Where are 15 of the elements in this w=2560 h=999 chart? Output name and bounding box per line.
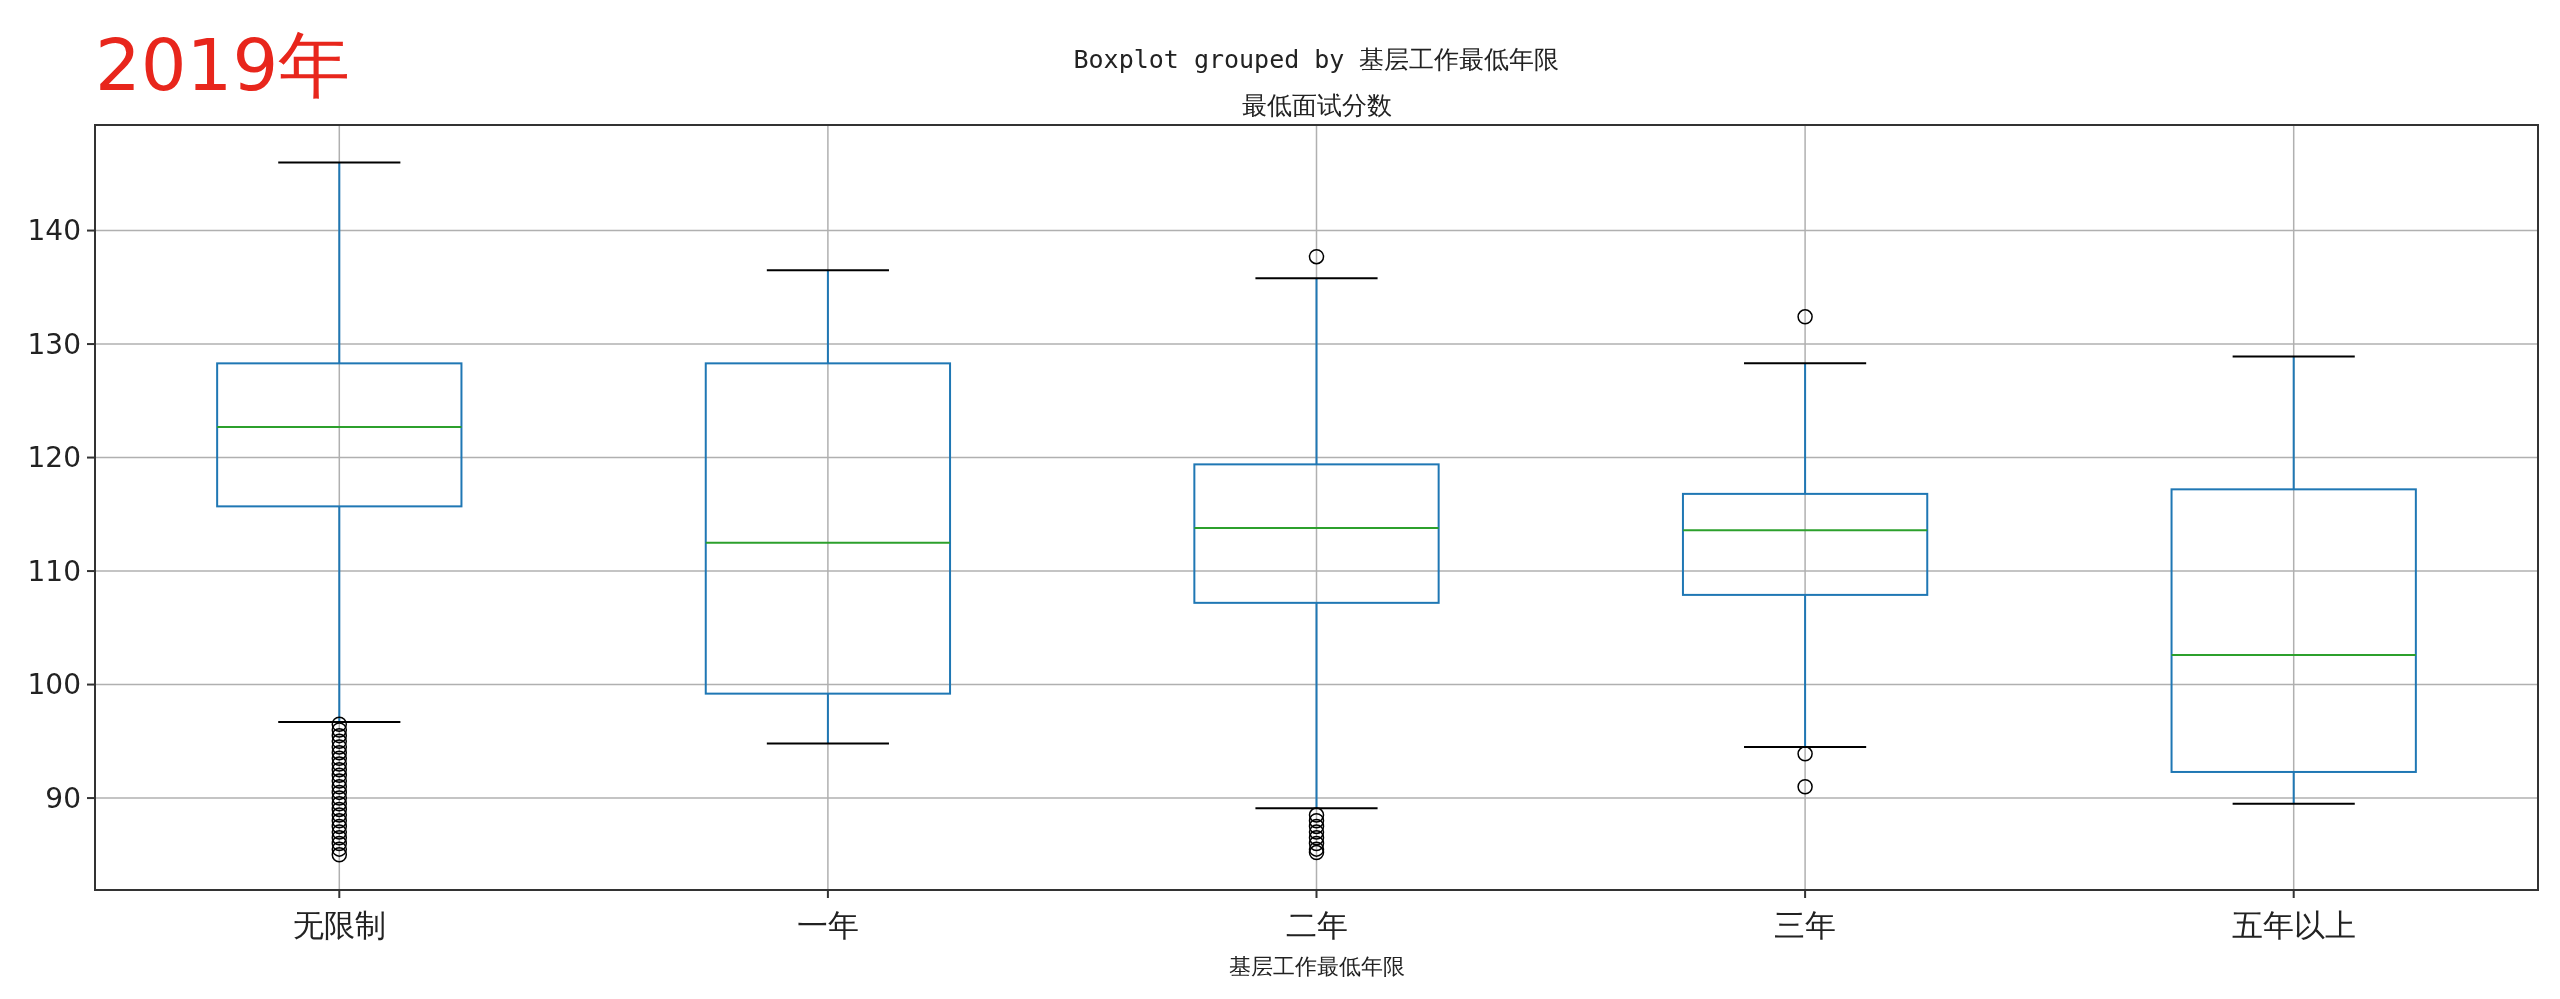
y-tick-label: 100 xyxy=(27,668,81,702)
y-tick-label: 110 xyxy=(27,554,81,588)
y-tick-label: 120 xyxy=(27,441,81,475)
x-tick-label: 二年 xyxy=(1285,907,1348,943)
y-tick-label: 140 xyxy=(27,214,81,248)
x-tick-label: 五年以上 xyxy=(2231,907,2356,943)
y-tick-label: 130 xyxy=(27,327,81,361)
x-tick-label: 一年 xyxy=(796,907,859,943)
chart-subtitle: 最低面试分数 xyxy=(1241,91,1392,120)
y-tick-label: 90 xyxy=(45,781,81,815)
x-axis-title: 基层工作最低年限 xyxy=(1228,954,1405,979)
chart-title: Boxplot grouped by 基层工作最低年限 xyxy=(1073,45,1560,74)
x-tick-label: 无限制 xyxy=(292,907,386,943)
x-tick-label: 三年 xyxy=(1774,907,1837,943)
text: 2019年 xyxy=(95,23,351,107)
